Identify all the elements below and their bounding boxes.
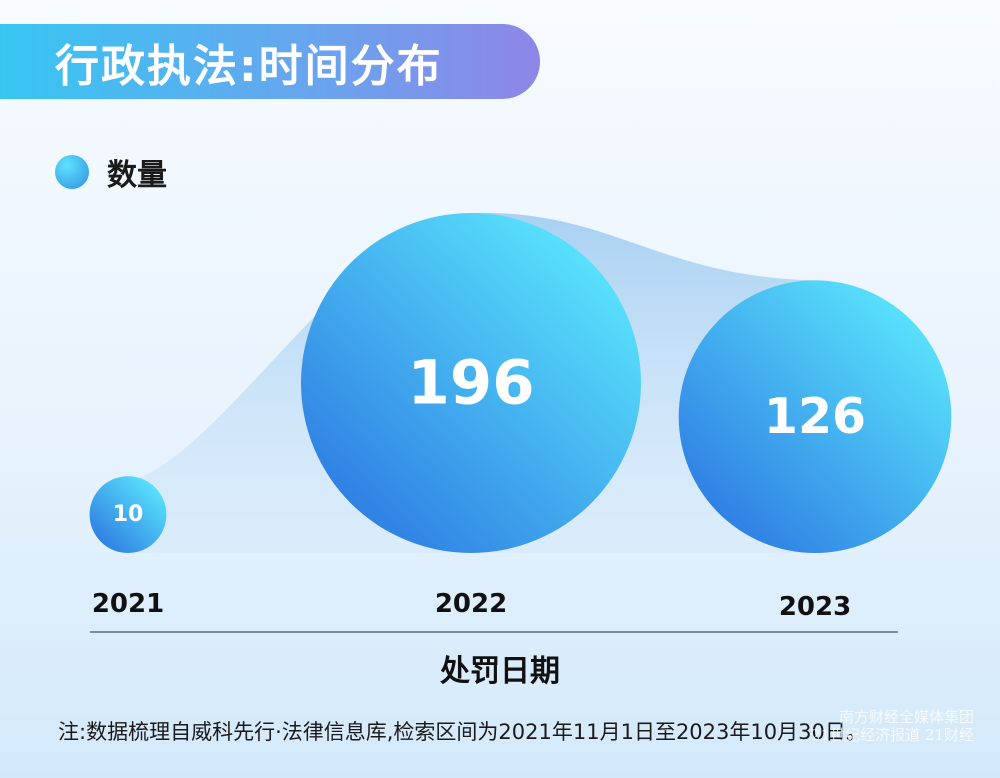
- x-tick-label-2023: 2023: [779, 592, 851, 622]
- legend-swatch: [55, 155, 89, 189]
- x-tick-label-2021: 2021: [92, 589, 164, 619]
- data-label-2022: 196: [407, 348, 534, 419]
- watermark-line-2: 21世纪经济报道 21财经: [811, 726, 974, 744]
- bubble-2021: [89, 476, 167, 553]
- bubble-2023: [678, 280, 952, 553]
- source-note: 注:数据梳理自威科先行·法律信息库,检索区间为2021年11月1日至2023年1…: [58, 720, 867, 744]
- watermark: 南方财经全媒体集团 21世纪经济报道 21财经: [769, 708, 974, 744]
- page-title: 行政执法:时间分布: [55, 40, 443, 92]
- data-label-2023: 126: [764, 388, 866, 445]
- watermark-line-1: 南方财经全媒体集团: [838, 708, 974, 726]
- legend: 数量: [55, 150, 167, 194]
- bubble-2022: [301, 213, 641, 553]
- data-label-2021: 10: [113, 502, 144, 527]
- legend-label: 数量: [107, 158, 167, 193]
- x-axis-title: 处罚日期: [440, 654, 560, 689]
- title-bar: 行政执法:时间分布: [0, 24, 540, 99]
- x-tick-label-2022: 2022: [435, 589, 507, 619]
